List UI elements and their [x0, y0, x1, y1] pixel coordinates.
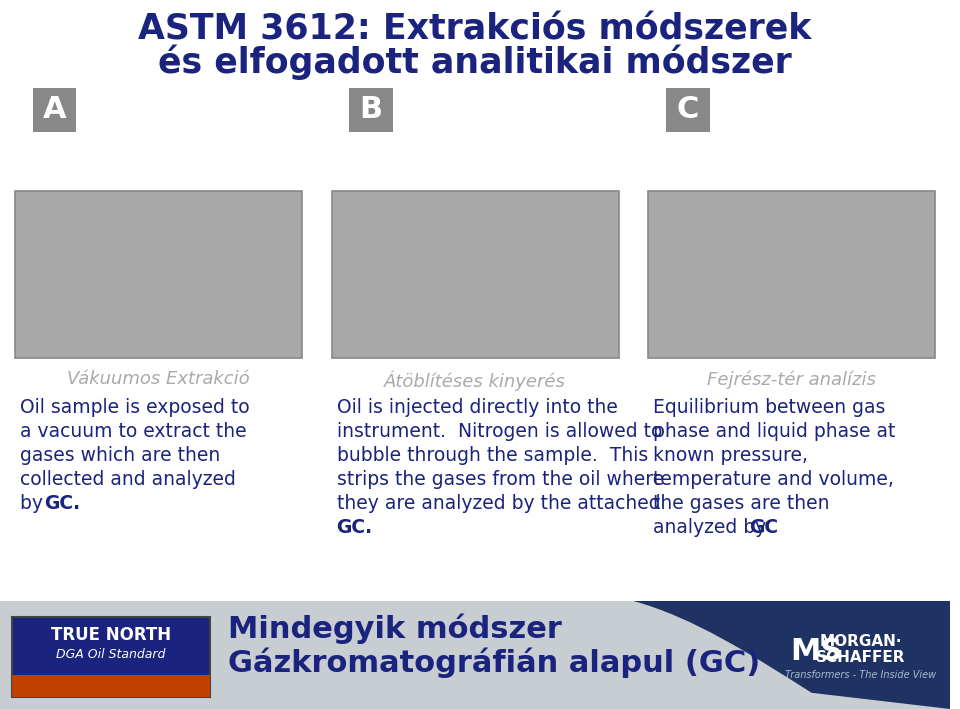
Text: GC.: GC. — [337, 518, 372, 537]
FancyBboxPatch shape — [331, 191, 618, 358]
FancyBboxPatch shape — [666, 88, 709, 132]
Text: A: A — [42, 96, 66, 124]
Text: ASTM 3612: Extrakciós módszerek: ASTM 3612: Extrakciós módszerek — [138, 13, 812, 47]
Text: known pressure,: known pressure, — [653, 446, 808, 465]
Text: a vacuum to extract the: a vacuum to extract the — [20, 422, 247, 441]
FancyBboxPatch shape — [33, 88, 76, 132]
Text: MS: MS — [790, 637, 843, 666]
FancyBboxPatch shape — [14, 191, 301, 358]
Text: Gázkromatográfián alapul (GC): Gázkromatográfián alapul (GC) — [228, 648, 760, 679]
FancyBboxPatch shape — [12, 675, 210, 697]
Text: GC: GC — [750, 518, 779, 537]
Text: analyzed by: analyzed by — [653, 518, 773, 537]
Text: Transformers - The Inside View: Transformers - The Inside View — [785, 670, 937, 680]
Text: MORGAN·: MORGAN· — [820, 634, 902, 649]
Text: phase and liquid phase at: phase and liquid phase at — [653, 422, 896, 441]
FancyBboxPatch shape — [0, 601, 950, 709]
Text: Fejrész-tér analízis: Fejrész-tér analízis — [708, 370, 876, 389]
FancyBboxPatch shape — [648, 191, 935, 358]
Text: they are analyzed by the attached: they are analyzed by the attached — [337, 494, 660, 513]
Text: TRUE NORTH: TRUE NORTH — [51, 626, 171, 644]
Text: bubble through the sample.  This: bubble through the sample. This — [337, 446, 648, 465]
Text: collected and analyzed: collected and analyzed — [20, 470, 235, 489]
Text: Átöblítéses kinyerés: Átöblítéses kinyerés — [384, 370, 566, 391]
Text: the gases are then: the gases are then — [653, 494, 829, 513]
PathPatch shape — [634, 601, 950, 709]
Text: és elfogadott analitikai módszer: és elfogadott analitikai módszer — [158, 44, 792, 79]
Text: Oil sample is exposed to: Oil sample is exposed to — [20, 398, 250, 417]
FancyBboxPatch shape — [349, 88, 393, 132]
Text: Vákuumos Extrakció: Vákuumos Extrakció — [67, 370, 250, 388]
Text: by: by — [20, 494, 49, 513]
Text: DGA Oil Standard: DGA Oil Standard — [57, 649, 165, 661]
Text: C: C — [677, 96, 699, 124]
Text: B: B — [360, 96, 383, 124]
Text: Mindegyik módszer: Mindegyik módszer — [228, 614, 562, 644]
Text: instrument.  Nitrogen is allowed to: instrument. Nitrogen is allowed to — [337, 422, 661, 441]
Text: Oil is injected directly into the: Oil is injected directly into the — [337, 398, 617, 417]
Text: GC.: GC. — [44, 494, 80, 513]
FancyBboxPatch shape — [12, 617, 210, 697]
Text: temperature and volume,: temperature and volume, — [653, 470, 894, 489]
Text: SCHAFFER: SCHAFFER — [816, 649, 906, 664]
Text: Equilibrium between gas: Equilibrium between gas — [653, 398, 885, 417]
Text: strips the gases from the oil where: strips the gases from the oil where — [337, 470, 663, 489]
Text: gases which are then: gases which are then — [20, 446, 220, 465]
